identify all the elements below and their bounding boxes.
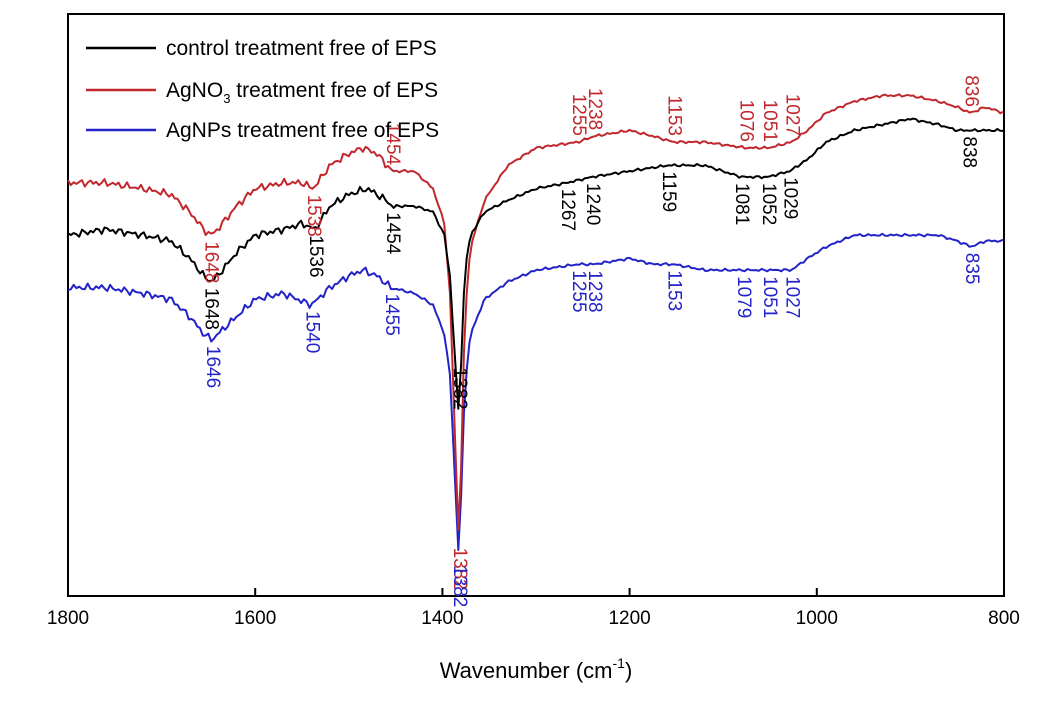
- peak-label-agno3: 1382: [449, 548, 470, 590]
- x-axis-title-main: Wavenumber (cm: [440, 658, 613, 683]
- legend-label-agno3-sub: 3: [223, 91, 230, 106]
- peak-label-agnps: 1079: [733, 276, 754, 318]
- series-line-control: [67, 117, 1004, 410]
- peak-label-agnps: 1238: [584, 270, 605, 312]
- x-axis-title: Wavenumber (cm-1): [440, 655, 633, 683]
- peak-label-control: 1159: [658, 171, 679, 212]
- x-tick-label: 1000: [796, 608, 838, 629]
- x-tick-label: 1800: [47, 608, 89, 629]
- x-axis-title-close: ): [625, 658, 632, 683]
- legend-label-agno3: AgNO3 treatment free of EPS: [166, 79, 438, 106]
- x-tick-label: 1400: [421, 608, 463, 629]
- peak-label-agnps: 1027: [781, 276, 802, 318]
- legend-label-agno3-rest: treatment free of EPS: [230, 79, 438, 102]
- legend-label-agnps: AgNPs treatment free of EPS: [166, 119, 439, 142]
- peak-label-agnps: 1540: [301, 311, 322, 353]
- peak-label-control: 1267: [557, 189, 578, 231]
- legend-label-control: control treatment free of EPS: [166, 37, 437, 60]
- series-line-agnps: [67, 232, 1004, 551]
- peak-label-control: 1240: [582, 183, 603, 225]
- peak-label-agno3: 1153: [664, 95, 685, 136]
- plot-frame: [67, 13, 1005, 597]
- peak-label-agno3: 1255: [568, 94, 589, 136]
- peak-label-control: 1081: [731, 183, 752, 225]
- peak-label-control: 1454: [382, 212, 403, 255]
- peak-label-agnps: 1153: [664, 270, 685, 311]
- x-tick-label: 1200: [608, 608, 650, 629]
- peak-label-agnps: 1255: [568, 270, 589, 312]
- peak-label-agno3: 1238: [584, 88, 605, 130]
- peak-label-control: 1052: [758, 183, 779, 225]
- peak-label-agnps: 835: [961, 253, 982, 285]
- peak-label-agno3: 836: [960, 75, 981, 107]
- peak-label-agnps: 1382: [449, 565, 470, 607]
- peak-label-agno3: 1051: [759, 100, 780, 142]
- peak-label-agno3: 1076: [736, 100, 757, 142]
- x-tick-label: 1600: [234, 608, 276, 629]
- peak-label-control: 1536: [305, 235, 326, 277]
- legend: control treatment free of EPS AgNO3 trea…: [86, 37, 439, 142]
- peak-label-control: 1382: [449, 367, 470, 409]
- peak-label-agnps: 1051: [759, 276, 780, 318]
- series-line-agno3: [67, 93, 1004, 531]
- x-axis: 1800 1600 1400 1200 1000 800: [47, 588, 1020, 629]
- peak-label-agno3: 1027: [781, 94, 802, 136]
- x-axis-title-sup: -1: [613, 655, 626, 671]
- peak-label-control: 838: [958, 136, 979, 168]
- x-tick-label: 800: [988, 608, 1020, 629]
- peak-label-agno3: 1648: [200, 241, 221, 283]
- peak-label-control: 1648: [200, 288, 221, 330]
- peak-label-agnps: 1455: [381, 294, 402, 336]
- peak-label-agno3: 1538: [303, 195, 324, 237]
- legend-label-agno3-main: AgNO: [166, 79, 223, 102]
- series-lines: [67, 93, 1004, 551]
- peak-label-agnps: 1646: [202, 346, 223, 388]
- peak-label-agno3: 1454: [382, 123, 403, 166]
- peak-label-control: 1029: [780, 177, 801, 219]
